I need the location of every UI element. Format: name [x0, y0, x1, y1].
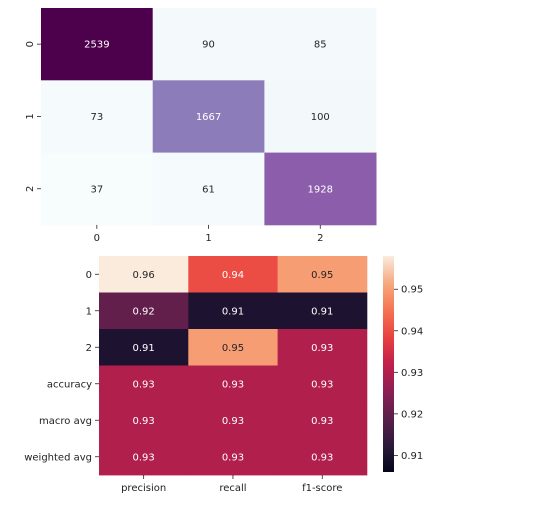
report-y-tick-label: 2	[86, 343, 92, 354]
report-cell-value: 0.95	[222, 343, 244, 354]
report-cell-value: 0.93	[222, 452, 244, 463]
confusion-matrix-heatmap: 2539 90 85 73 1667 100 37 61 1928 0 1 2 0 1 2	[25, 8, 377, 244]
confusion-cell	[264, 152, 377, 226]
report-cell-value: 0.96	[133, 270, 155, 281]
confusion-cell-value: 1667	[196, 112, 221, 123]
confusion-cell-value: 61	[202, 184, 215, 195]
confusion-cell-value: 90	[202, 40, 215, 51]
report-cell	[277, 329, 368, 366]
confusion-x-tick-label: 1	[205, 233, 211, 244]
report-cell	[99, 329, 189, 366]
confusion-y-tick-label: 0	[25, 41, 36, 47]
confusion-cell	[41, 8, 154, 81]
confusion-cell	[152, 8, 265, 81]
report-x-tick-label: f1-score	[302, 483, 342, 494]
report-cell-value: 0.93	[222, 379, 244, 390]
confusion-y-tick-label: 1	[25, 113, 36, 119]
report-cell	[99, 256, 189, 293]
colorbar-tick-label: 0.91	[401, 451, 423, 462]
report-cell	[277, 402, 368, 439]
confusion-cell	[152, 152, 265, 226]
report-cell-value: 0.93	[311, 416, 333, 427]
colorbar-tick-label: 0.93	[401, 368, 423, 379]
report-cell-value: 0.93	[133, 452, 155, 463]
report-y-tick-label: macro avg	[39, 416, 92, 427]
confusion-cell-value: 100	[311, 112, 330, 123]
report-cell	[277, 438, 368, 476]
report-cell	[277, 292, 368, 330]
report-cell	[277, 256, 368, 293]
confusion-cell	[152, 80, 265, 153]
confusion-cell	[41, 80, 154, 153]
report-cell-value: 0.93	[133, 379, 155, 390]
confusion-cell-value: 85	[314, 40, 327, 51]
report-cell	[99, 365, 189, 403]
colorbar-tick-label: 0.94	[401, 326, 423, 337]
confusion-cell	[41, 152, 154, 226]
report-cell	[188, 365, 278, 403]
report-cell-value: 0.93	[222, 416, 244, 427]
confusion-cell-value: 1928	[308, 184, 333, 195]
colorbar-tick-label: 0.95	[401, 285, 423, 296]
confusion-x-tick-label: 0	[94, 233, 100, 244]
report-cell-value: 0.92	[133, 306, 155, 317]
colorbar-tick-label: 0.92	[401, 409, 423, 420]
confusion-cell-value: 2539	[84, 40, 109, 51]
report-cell	[188, 256, 278, 293]
colorbar-gradient	[383, 256, 394, 472]
confusion-cell-value: 37	[90, 184, 103, 195]
colorbar: 0.91 0.92 0.93 0.94 0.95	[383, 256, 423, 472]
report-y-tick-label: 0	[86, 270, 92, 281]
report-cell-value: 0.91	[311, 306, 333, 317]
report-cell-value: 0.94	[222, 270, 244, 281]
report-cell-value: 0.91	[222, 306, 244, 317]
report-y-tick-label: 1	[86, 306, 92, 317]
report-cell	[277, 365, 368, 403]
confusion-cell	[264, 80, 377, 153]
report-cell	[188, 438, 278, 476]
report-cell-value: 0.93	[311, 452, 333, 463]
report-cell-value: 0.93	[133, 416, 155, 427]
report-cell-value: 0.93	[311, 379, 333, 390]
report-x-tick-label: precision	[121, 483, 166, 494]
report-cell	[188, 402, 278, 439]
report-cell-value: 0.91	[133, 343, 155, 354]
report-cell	[99, 438, 189, 476]
report-cell	[188, 329, 278, 366]
report-cell	[99, 292, 189, 330]
confusion-cell-value: 73	[90, 112, 103, 123]
report-y-tick-label: weighted avg	[24, 452, 92, 463]
report-cell-value: 0.93	[311, 343, 333, 354]
confusion-x-tick-label: 2	[317, 233, 323, 244]
report-cell	[99, 402, 189, 439]
report-cell-value: 0.95	[311, 270, 333, 281]
confusion-cell	[264, 8, 377, 81]
classification-report-heatmap: 0.96 0.94 0.95 0.92 0.91 0.91 0.91 0.95 0.93 0.93…	[24, 256, 368, 494]
report-y-tick-label: accuracy	[47, 379, 92, 390]
report-x-tick-label: recall	[219, 483, 246, 494]
confusion-y-tick-label: 2	[25, 186, 36, 192]
report-cell	[188, 292, 278, 330]
